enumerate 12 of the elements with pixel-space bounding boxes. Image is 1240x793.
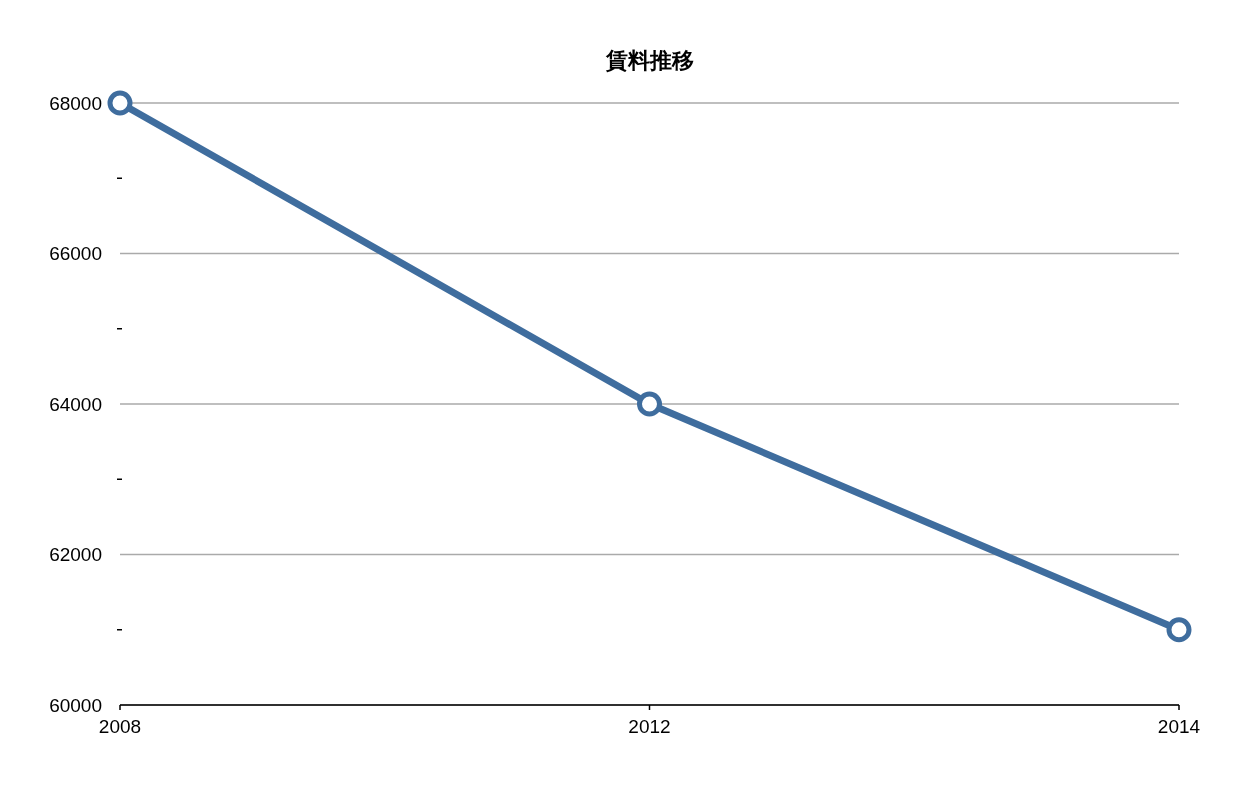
y-tick-label: 68000 (49, 92, 102, 114)
point (1166, 617, 1192, 643)
x-tick-label: 2012 (628, 716, 671, 737)
y-tick-label: 62000 (49, 544, 102, 565)
point (107, 90, 133, 116)
y-tick-label: 64000 (49, 393, 102, 415)
y-tick-label: 60000 (49, 694, 102, 716)
x-tick-label: 2008 (98, 716, 142, 737)
y-tick-label: 66000 (49, 243, 102, 264)
point (637, 391, 662, 417)
chart-title: 賃料推移 (604, 48, 694, 73)
x-tick-label: 2014 (1157, 716, 1201, 737)
